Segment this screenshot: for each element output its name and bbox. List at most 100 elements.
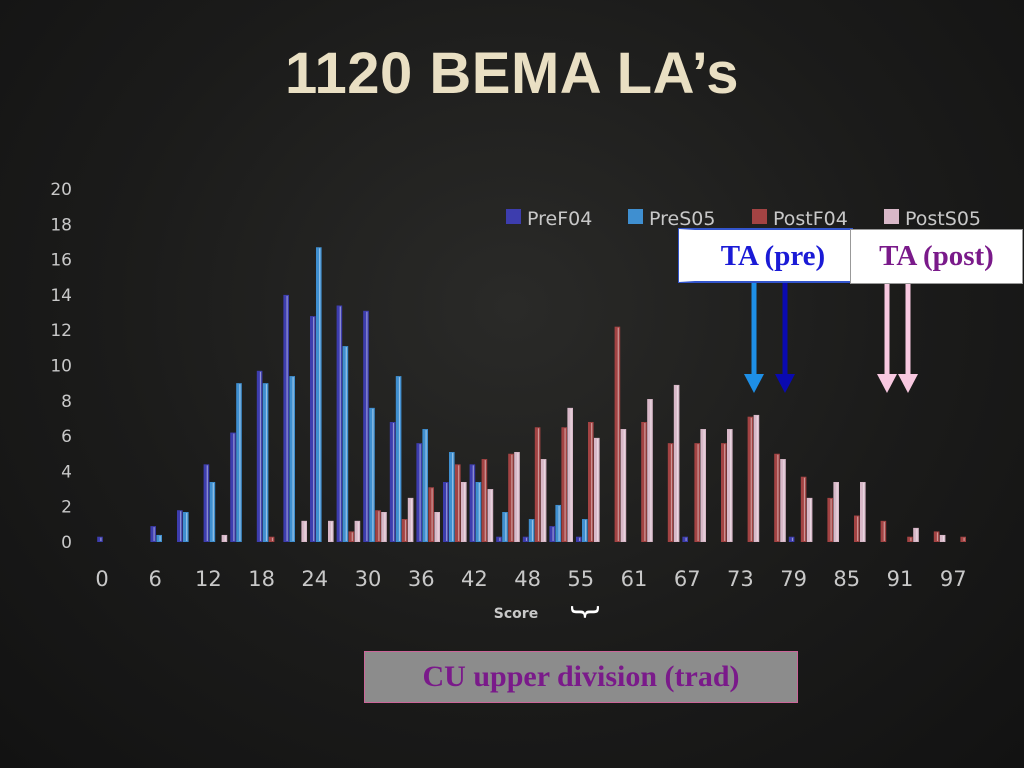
bar-highlight (777, 454, 779, 541)
bar-pref04-45 (496, 536, 502, 542)
bar-postf04-18 (268, 536, 275, 542)
x-tick-label: 6 (149, 567, 162, 591)
bar-postf04-58 (614, 326, 621, 542)
bar-highlight (537, 428, 540, 541)
bar-highlight (783, 460, 785, 541)
bar-highlight (384, 512, 386, 541)
bar-pref04-67 (682, 536, 688, 542)
bar-postf04-88 (880, 520, 887, 542)
bar-postf04-76 (774, 453, 780, 542)
bar-posts05-48 (540, 459, 547, 542)
bar-highlight (153, 527, 155, 541)
bar-highlight (644, 422, 646, 541)
bar-highlight (271, 537, 274, 541)
bar-posts05-85 (860, 481, 866, 542)
bar-highlight (431, 488, 433, 541)
y-tick-label: 12 (50, 321, 72, 341)
bar-pref04-52 (549, 526, 555, 542)
bar-posts05-76 (780, 459, 786, 542)
bar-highlight (730, 430, 732, 541)
x-tick-label: 73 (727, 567, 754, 591)
bar-pres05-39 (449, 451, 455, 542)
bar-highlight (579, 537, 581, 541)
bar-posts05-73 (753, 414, 760, 542)
y-tick-label: 6 (61, 427, 72, 447)
bar-postf04-94 (933, 531, 940, 542)
bar-postf04-67 (694, 443, 700, 542)
bar-highlight (357, 521, 359, 541)
bar-pref04-79 (788, 536, 795, 542)
bar-highlight (697, 444, 699, 541)
bar-highlight (472, 465, 474, 541)
bar-highlight (623, 430, 625, 541)
bar-highlight (724, 444, 726, 541)
bars (97, 247, 966, 542)
bar-highlight (351, 532, 353, 541)
bar-highlight (331, 521, 333, 541)
bar-highlight (372, 408, 374, 541)
bar-postf04-36 (428, 487, 434, 542)
y-tick-label: 0 (61, 533, 72, 553)
x-tick-label: 24 (301, 567, 328, 591)
bar-highlight (478, 482, 480, 541)
legend-label-pref04: PreF04 (527, 208, 592, 230)
bar-highlight (100, 537, 102, 541)
legend-swatch-pref04 (506, 209, 521, 224)
bar-posts05-24 (328, 520, 334, 542)
bar-highlight (650, 400, 652, 541)
x-tick-label: 42 (461, 567, 488, 591)
bar-highlight (564, 428, 566, 541)
bar-highlight (552, 527, 554, 541)
bar-highlight (676, 385, 679, 541)
bar-highlight (159, 535, 161, 541)
bar-postf04-30 (375, 510, 381, 542)
bar-posts05-55 (594, 437, 600, 542)
ta-arrows (744, 283, 918, 393)
bar-pref04-6 (150, 526, 156, 542)
legend-swatch-pres05 (628, 209, 643, 224)
bar-posts05-12 (221, 534, 228, 542)
x-tick-label: 85 (833, 567, 860, 591)
bar-pres05-42 (475, 481, 482, 542)
x-tick-label: 79 (780, 567, 807, 591)
bar-highlight (585, 520, 587, 541)
bar-highlight (803, 477, 806, 541)
bar-pref04-48 (522, 536, 529, 542)
ta-pre-label: TA (pre) (678, 228, 853, 283)
score-range-brace: { (567, 602, 602, 621)
bar-highlight (378, 511, 380, 541)
y-tick-label: 16 (50, 251, 72, 271)
bar-postf04-55 (588, 421, 594, 542)
y-tick-label: 4 (61, 462, 72, 482)
bar-pref04-33 (389, 421, 396, 542)
bar-highlight (304, 521, 306, 541)
bar-highlight (212, 482, 214, 541)
bar-pref04-24 (310, 316, 316, 542)
x-tick-label: 55 (567, 567, 594, 591)
x-tick-label: 36 (408, 567, 435, 591)
bar-posts05-70 (727, 429, 733, 542)
bar-postf04-39 (455, 464, 461, 542)
bar-highlight (484, 460, 486, 541)
bar-highlight (750, 417, 752, 541)
x-tick-label: 48 (514, 567, 541, 591)
bar-highlight (259, 371, 262, 541)
bar-pref04-30 (363, 310, 369, 542)
bar-pref04-21 (283, 294, 289, 542)
bar-highlight (570, 408, 572, 541)
x-tick-label: 97 (940, 567, 967, 591)
bar-pres05-21 (289, 376, 295, 542)
legend-label-pres05: PreS05 (649, 208, 715, 230)
bar-highlight (963, 537, 965, 541)
bar-posts05-58 (620, 429, 627, 542)
bar-posts05-52 (567, 407, 573, 542)
bar-highlight (286, 295, 288, 541)
bar-postf04-82 (827, 497, 833, 542)
bar-highlight (446, 482, 448, 541)
bar-posts05-21 (301, 520, 307, 542)
bar-postf04-79 (800, 476, 807, 542)
bar-pref04-55 (576, 536, 582, 542)
bar-highlight (511, 454, 513, 541)
x-tick-label: 0 (95, 567, 108, 591)
